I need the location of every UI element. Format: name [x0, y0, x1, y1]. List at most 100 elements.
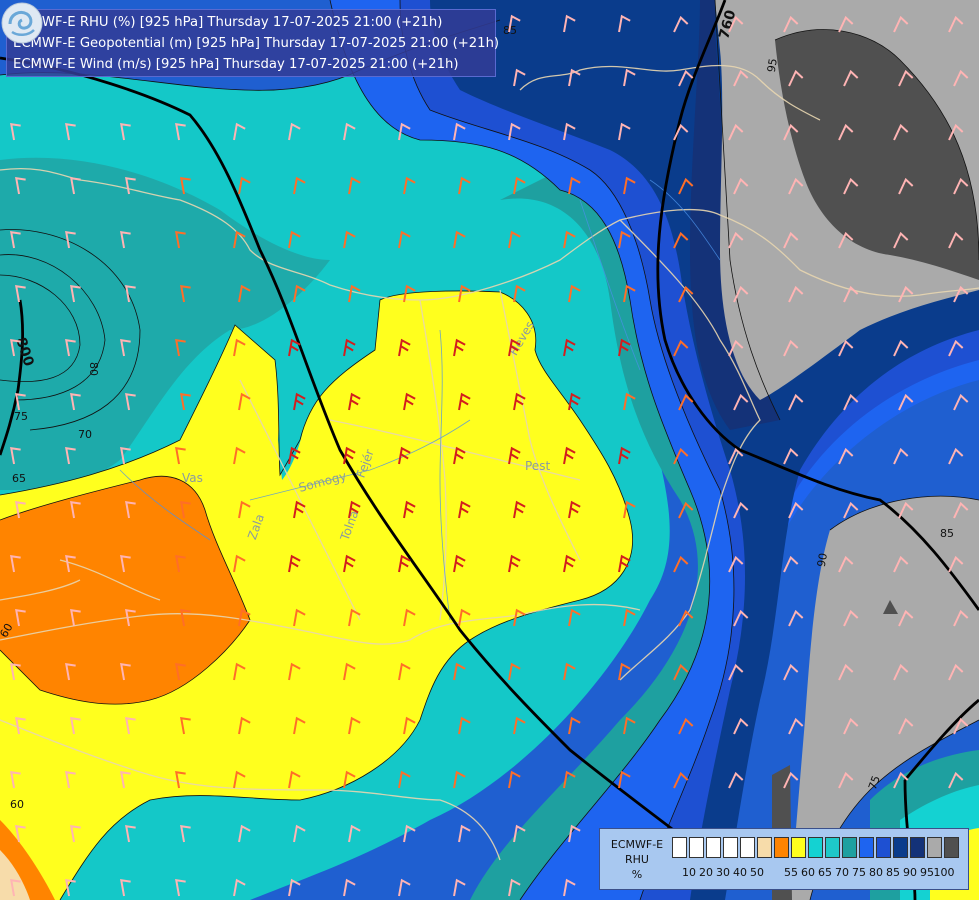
wind-barb [458, 176, 471, 195]
wind-barb [673, 123, 689, 141]
wind-barb [568, 716, 581, 735]
wind-barb [180, 717, 191, 735]
wind-barb [513, 716, 526, 735]
legend-swatch [927, 837, 942, 858]
wind-barb [563, 446, 576, 465]
wind-barb [783, 771, 799, 789]
wind-barb [458, 392, 471, 411]
label-iso-85-e: 85 [940, 527, 954, 540]
wind-barb [678, 717, 694, 735]
wind-barb [15, 717, 26, 735]
wind-barb [508, 770, 521, 789]
label-iso-95: 95 [765, 57, 780, 73]
wind-barb [783, 15, 799, 33]
geopotential-contour-760-west [0, 56, 701, 852]
wind-barb [508, 878, 521, 897]
wind-barb [678, 501, 694, 519]
wind-barb [348, 824, 361, 843]
rivers [119, 179, 721, 621]
wind-barb [10, 663, 21, 681]
wind-barb [728, 15, 744, 33]
legend-swatch [859, 837, 874, 858]
wind-barb [398, 446, 411, 465]
wind-barb [783, 123, 799, 141]
wind-barb [948, 15, 964, 33]
wind-barb [733, 609, 749, 627]
wind-barb [10, 231, 21, 249]
wind-barb [843, 393, 859, 411]
legend-tick-label: 80 [869, 866, 883, 879]
rhu-band-55 [0, 476, 250, 705]
wind-barb [453, 554, 466, 573]
wind-barb [70, 609, 81, 627]
wind-barb [568, 68, 581, 87]
wind-barb [288, 446, 301, 465]
wind-barb [403, 608, 416, 627]
wind-barb [10, 879, 21, 897]
wind-barb [348, 500, 361, 519]
wind-barb [288, 338, 301, 357]
legend-tick-label: 40 [733, 866, 747, 879]
label-iso-80: 80 [87, 362, 100, 376]
legend-tick-label: 75 [852, 866, 866, 879]
wind-barb [673, 339, 689, 357]
wind-barb [563, 662, 576, 681]
wind-barb [403, 824, 416, 843]
legend-swatch [893, 837, 908, 858]
wind-barb [788, 177, 804, 195]
legend-tick-label: 20 [699, 866, 713, 879]
label-iso-75-se: 75 [866, 774, 883, 792]
wind-barb [618, 122, 631, 141]
wind-barb [788, 393, 804, 411]
legend-title: ECMWF-E RHU % [602, 837, 672, 882]
wind-barb [65, 123, 76, 141]
wind-barb [175, 123, 186, 141]
wind-barb [458, 608, 471, 627]
wind-barb [120, 771, 131, 789]
wind-barb [673, 663, 689, 681]
wind-barb [733, 69, 749, 87]
wind-barb [728, 555, 744, 573]
wind-barb [348, 176, 361, 195]
legend-swatch [791, 837, 806, 858]
wind-barb [843, 717, 859, 735]
wind-barb [623, 500, 636, 519]
wind-barb [125, 501, 136, 519]
wind-barb [15, 825, 26, 843]
wind-barb [15, 393, 26, 411]
wind-barb [453, 770, 466, 789]
wind-barb [458, 716, 471, 735]
wind-barb [10, 771, 21, 789]
wind-barb [838, 663, 854, 681]
wind-barb [898, 177, 914, 195]
wind-barb [233, 770, 246, 789]
wind-barb [458, 824, 471, 843]
wind-barb [563, 878, 576, 897]
legend-swatch [757, 837, 772, 858]
legend-swatch [689, 837, 704, 858]
wind-barb [783, 231, 799, 249]
legend-tick-label: 85 [886, 866, 900, 879]
wind-barb [898, 609, 914, 627]
wind-barb [843, 69, 859, 87]
wind-barb [893, 15, 909, 33]
wind-barb [508, 122, 521, 141]
wind-barb [568, 824, 581, 843]
wind-barb [838, 339, 854, 357]
wind-barb [948, 447, 964, 465]
wind-barb [838, 123, 854, 141]
wind-barb [65, 231, 76, 249]
wind-barb [893, 771, 909, 789]
legend-tick-label: 60 [801, 866, 815, 879]
wind-barb [65, 555, 76, 573]
wind-barb [948, 231, 964, 249]
wind-barb [120, 447, 131, 465]
wind-barb [513, 608, 526, 627]
wind-barb [513, 392, 526, 411]
wind-barb [453, 446, 466, 465]
geopotential-contour-760-east [656, 0, 979, 611]
wind-barb [233, 662, 246, 681]
wind-barb [70, 825, 81, 843]
wind-barb [508, 662, 521, 681]
